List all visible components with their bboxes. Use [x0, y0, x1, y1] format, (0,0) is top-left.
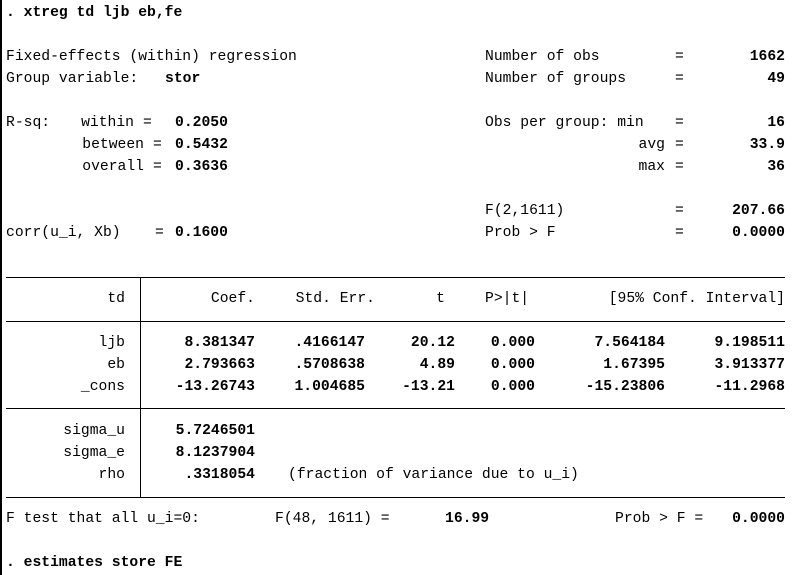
- col-t: t: [436, 291, 445, 307]
- row-eb-se: .5708638: [294, 357, 365, 373]
- row-eb-p: 0.000: [490, 357, 535, 373]
- row-ljb-ci-low: 7.564184: [594, 335, 665, 351]
- ftest-prob-label: Prob > F =: [615, 511, 704, 527]
- row-ljb-t: 20.12: [410, 335, 455, 351]
- sigma-u-value: 5.7246501: [175, 423, 255, 439]
- nobs-eq: =: [675, 49, 684, 65]
- max-label: max: [638, 159, 665, 175]
- corr-label: corr(u_i, Xb): [6, 225, 121, 241]
- row-cons-t: -13.21: [402, 379, 455, 395]
- col-coef: Coef.: [210, 291, 255, 307]
- corr-value: 0.1600: [175, 225, 228, 241]
- table-header-rule: [6, 321, 785, 322]
- rho-value: .3318054: [184, 467, 255, 483]
- sigma-u-label: sigma_u: [63, 423, 125, 439]
- row-ljb-coef: 8.381347: [184, 335, 255, 351]
- table-top-rule: [6, 277, 785, 278]
- prob-f-eq: =: [675, 225, 684, 241]
- prob-f-label: Prob > F: [485, 225, 556, 241]
- col-std-err: Std. Err.: [295, 291, 375, 307]
- row-cons-p: 0.000: [490, 379, 535, 395]
- table-bottom-rule: [6, 497, 785, 498]
- max-value: 36: [767, 159, 785, 175]
- corr-eq: =: [155, 225, 164, 241]
- row-ljb-ci-high: 9.198511: [714, 335, 785, 351]
- ngroups-value: 49: [767, 71, 785, 87]
- nobs-value: 1662: [749, 49, 785, 65]
- table-coef-rule: [6, 408, 785, 409]
- nobs-label: Number of obs: [485, 49, 600, 65]
- within-value: 0.2050: [175, 115, 228, 131]
- ngroups-label: Number of groups: [485, 71, 627, 87]
- within-eq: =: [143, 115, 152, 131]
- group-variable-label: Group variable:: [6, 71, 139, 87]
- ftest-label: F test that all u_i=0:: [6, 511, 200, 527]
- overall-value: 0.3636: [175, 159, 228, 175]
- ftest-stat-value: 16.99: [445, 511, 490, 527]
- row-ljb-se: .4166147: [294, 335, 365, 351]
- row-var-ljb: ljb: [98, 335, 125, 351]
- rsq-label: R-sq:: [6, 115, 51, 131]
- between-eq: =: [153, 137, 162, 153]
- between-value: 0.5432: [175, 137, 228, 153]
- max-eq: =: [675, 159, 684, 175]
- row-eb-ci-low: 1.67395: [603, 357, 665, 373]
- f-stat-eq: =: [675, 203, 684, 219]
- obs-per-group-min-label: Obs per group: min: [485, 115, 644, 131]
- avg-label: avg: [638, 137, 665, 153]
- between-label: between: [82, 137, 144, 153]
- min-value: 16: [767, 115, 785, 131]
- prob-f-value: 0.0000: [732, 225, 785, 241]
- row-cons-se: 1.004685: [294, 379, 365, 395]
- sigma-e-label: sigma_e: [63, 445, 125, 461]
- rho-note: (fraction of variance due to u_i): [288, 467, 579, 483]
- row-cons-ci-low: -15.23806: [585, 379, 665, 395]
- overall-label: overall: [82, 159, 144, 175]
- within-label: within: [81, 115, 134, 131]
- min-eq: =: [675, 115, 684, 131]
- sigma-e-value: 8.1237904: [175, 445, 255, 461]
- model-type: Fixed-effects (within) regression: [6, 49, 297, 65]
- group-variable-value: stor: [165, 71, 201, 87]
- avg-value: 33.9: [749, 137, 785, 153]
- row-ljb-p: 0.000: [490, 335, 535, 351]
- ftest-stat-label: F(48, 1611) =: [275, 511, 390, 527]
- row-eb-coef: 2.793663: [184, 357, 255, 373]
- f-stat-label: F(2,1611): [485, 203, 565, 219]
- command-line-xtreg: . xtreg td ljb eb,fe: [6, 5, 183, 21]
- depvar-label: td: [107, 291, 125, 307]
- avg-eq: =: [675, 137, 684, 153]
- command-line-estimates: . estimates store FE: [6, 555, 183, 571]
- left-border: [0, 0, 2, 575]
- ngroups-eq: =: [675, 71, 684, 87]
- row-var-eb: eb: [107, 357, 125, 373]
- table-vertical-rule: [140, 277, 141, 497]
- row-eb-ci-high: 3.913377: [714, 357, 785, 373]
- rho-label: rho: [98, 467, 125, 483]
- ftest-prob-value: 0.0000: [732, 511, 785, 527]
- col-p: P>|t|: [485, 291, 530, 307]
- row-cons-ci-high: -11.2968: [714, 379, 785, 395]
- row-var-cons: _cons: [80, 379, 125, 395]
- row-eb-t: 4.89: [419, 357, 455, 373]
- overall-eq: =: [153, 159, 162, 175]
- col-conf-interval: [95% Conf. Interval]: [608, 291, 785, 307]
- row-cons-coef: -13.26743: [175, 379, 255, 395]
- f-stat-value: 207.66: [732, 203, 785, 219]
